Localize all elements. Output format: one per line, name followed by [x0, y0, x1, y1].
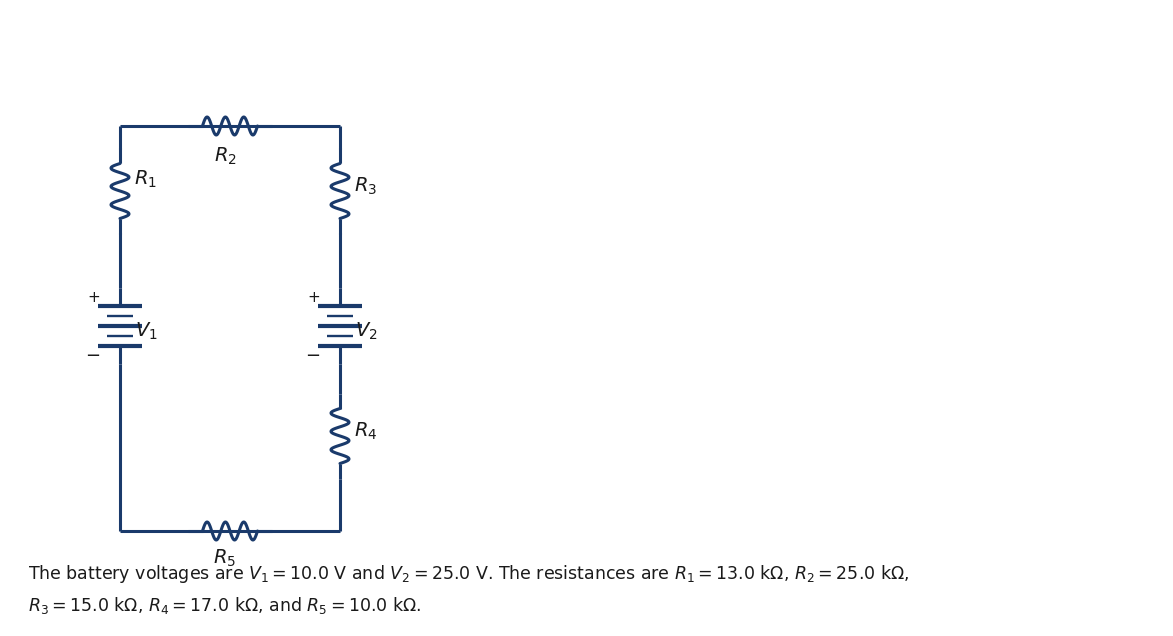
Text: $R_3 = 15.0$ kΩ, $R_4 = 17.0$ kΩ, and $R_5 = 10.0$ kΩ.: $R_3 = 15.0$ kΩ, $R_4 = 17.0$ kΩ, and $R…: [28, 595, 421, 616]
Text: $R_1$: $R_1$: [134, 169, 157, 190]
Text: $R_5$: $R_5$: [213, 548, 237, 569]
Text: The battery voltages are $V_1 = 10.0$ V and $V_2 = 25.0$ V. The resistances are : The battery voltages are $V_1 = 10.0$ V …: [28, 563, 909, 585]
Text: $R_4$: $R_4$: [354, 420, 378, 441]
Text: $V_1$: $V_1$: [135, 321, 157, 342]
Text: $-$: $-$: [84, 345, 100, 363]
Text: $V_2$: $V_2$: [355, 321, 378, 342]
Text: $+$: $+$: [307, 291, 320, 305]
Text: $-$: $-$: [305, 345, 320, 363]
Text: $+$: $+$: [87, 291, 100, 305]
Text: $R_2$: $R_2$: [213, 146, 237, 167]
Text: $R_3$: $R_3$: [354, 176, 377, 197]
